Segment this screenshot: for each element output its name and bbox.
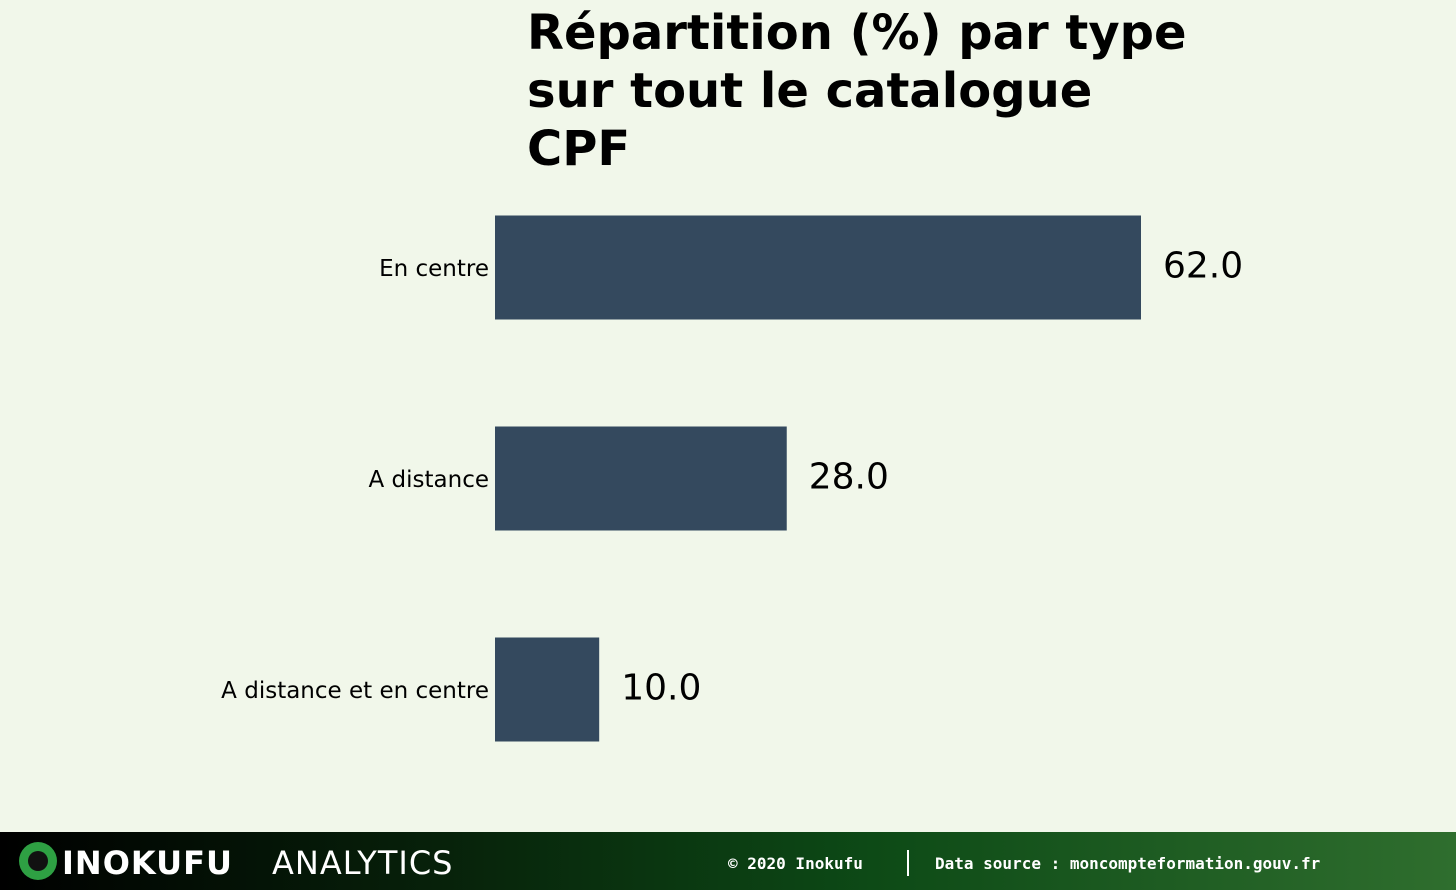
brand-name: INOKUFU bbox=[62, 844, 233, 882]
brand-suffix: ANALYTICS bbox=[272, 844, 454, 882]
copyright: © 2020 Inokufu bbox=[728, 854, 863, 873]
bar bbox=[495, 215, 1141, 320]
chart-title: Répartition (%) par type sur tout le cat… bbox=[527, 5, 1187, 177]
chart: En centre 62.0 A distance 28.0 A distance et… bbox=[221, 215, 1243, 742]
y-tick-label: En centre bbox=[379, 256, 489, 282]
data-source: Data source : moncompteformation.gouv.fr bbox=[935, 854, 1321, 873]
value-label: 10.0 bbox=[621, 668, 701, 709]
separator bbox=[907, 850, 909, 876]
bar bbox=[495, 637, 600, 742]
value-label: 28.0 bbox=[809, 457, 889, 498]
footer: INOKUFU ANALYTICS © 2020 Inokufu Data so… bbox=[0, 832, 1456, 890]
value-label: 62.0 bbox=[1163, 246, 1243, 287]
logo-icon bbox=[19, 842, 57, 880]
y-tick-label: A distance et en centre bbox=[221, 678, 489, 704]
y-tick-label: A distance bbox=[368, 467, 489, 493]
bar bbox=[495, 426, 787, 531]
